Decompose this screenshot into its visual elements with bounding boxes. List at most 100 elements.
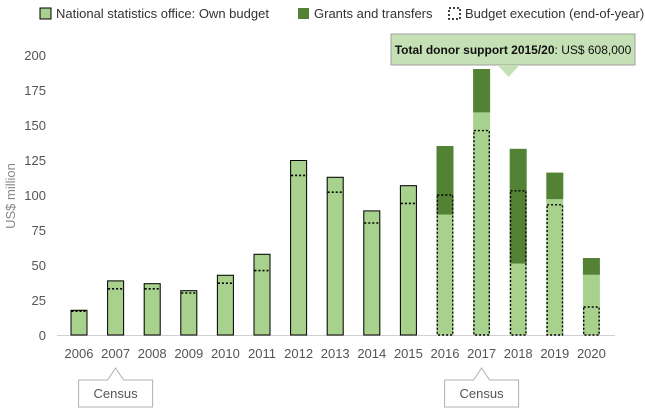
execution-outline [546, 204, 564, 336]
y-tick-label: 200 [24, 48, 46, 63]
census-marker-2017: Census [444, 367, 520, 408]
bar-grants [546, 172, 564, 200]
y-tick-label: 75 [32, 223, 46, 238]
bar-group-2011 [253, 253, 271, 336]
callout-box [390, 33, 636, 66]
census-label: Census [94, 386, 139, 401]
bar-grants [436, 146, 454, 215]
bar-group-2009 [180, 290, 198, 336]
bar-own-budget [399, 185, 417, 335]
x-axis: 2006 2007 2008 2009 2010 2011 2012 2013 2014 2015… [65, 346, 606, 361]
census-marker-2007: Census [78, 367, 154, 408]
bar-own-budget [473, 112, 491, 336]
bar-grants [582, 258, 600, 275]
legend-item-execution: Budget execution (end-of-year) [448, 6, 644, 21]
x-tick-label: 2013 [321, 346, 350, 361]
x-tick-label: 2019 [540, 346, 569, 361]
bar-outline [143, 283, 161, 336]
y-axis-label: US$ million [3, 163, 18, 229]
x-tick-label: 2015 [394, 346, 423, 361]
bar-group-2006 [70, 309, 88, 336]
x-tick-label: 2009 [174, 346, 203, 361]
x-tick-label: 2014 [357, 346, 386, 361]
bar-group-2020 [582, 258, 600, 336]
legend-label-own-budget: National statistics office: Own budget [56, 6, 269, 21]
bar-own-budget [436, 214, 454, 335]
bar-own-budget [290, 160, 308, 335]
bar-outline [107, 280, 125, 336]
bar-own-budget [143, 283, 161, 335]
y-tick-label: 125 [24, 153, 46, 168]
annotations: Total donor support 2015/20: US$ 608,000… [78, 33, 636, 408]
legend-label-execution: Budget execution (end-of-year) [465, 6, 644, 21]
y-tick-label: 175 [24, 83, 46, 98]
bars [70, 69, 600, 336]
bar-outline [363, 210, 381, 336]
legend-label-grants: Grants and transfers [314, 6, 433, 21]
x-tick-label: 2018 [504, 346, 533, 361]
execution-outline [583, 306, 600, 336]
bar-own-budget [180, 290, 198, 335]
x-tick-label: 2007 [101, 346, 130, 361]
bar-own-budget [253, 253, 271, 335]
legend-swatch-own-budget [39, 7, 52, 20]
bar-group-2019 [546, 172, 564, 336]
x-tick-label: 2012 [284, 346, 313, 361]
bar-group-2013 [326, 176, 344, 336]
bar-own-budget [107, 280, 125, 335]
execution-outline [473, 129, 490, 336]
legend-swatch-execution [448, 7, 461, 20]
bar-group-2016 [436, 146, 454, 336]
x-tick-label: 2017 [467, 346, 496, 361]
bar-own-budget [326, 176, 344, 335]
x-tick-label: 2020 [577, 346, 606, 361]
bar-outline [180, 290, 198, 336]
bar-group-2008 [143, 283, 161, 336]
donor-support-callout: Total donor support 2015/20: US$ 608,000 [390, 33, 636, 77]
legend-swatch-grants [298, 8, 309, 19]
callout-bold: Total donor support 2015/20 [395, 43, 555, 57]
census-box [444, 367, 520, 408]
bar-grants [473, 69, 491, 113]
bar-group-2012 [290, 160, 308, 336]
legend-item-grants: Grants and transfers [298, 6, 433, 21]
bar-group-2018 [509, 148, 527, 336]
census-box [78, 367, 154, 408]
bar-group-2010 [216, 274, 234, 336]
y-tick-label: 150 [24, 118, 46, 133]
bar-group-2007 [107, 280, 125, 336]
bar-own-budget [509, 263, 527, 335]
y-tick-label: 100 [24, 188, 46, 203]
bar-own-budget [363, 210, 381, 335]
bar-group-2014 [363, 210, 381, 336]
bar-outline [253, 253, 271, 336]
bar-own-budget [546, 199, 564, 335]
callout-rest: : US$ 608,000 [555, 43, 632, 57]
x-tick-label: 2008 [138, 346, 167, 361]
execution-outline [436, 194, 454, 336]
legend-item-own-budget: National statistics office: Own budget [39, 6, 269, 21]
callout-pointer [497, 65, 520, 77]
y-tick-label: 50 [32, 258, 46, 273]
census-label: Census [460, 386, 505, 401]
callout-text: Total donor support 2015/20: US$ 608,000 [395, 43, 632, 57]
bar-outline [70, 309, 88, 336]
bar-own-budget [216, 274, 234, 335]
bar-outline [399, 185, 417, 336]
bar-grants [509, 148, 527, 264]
x-tick-label: 2011 [248, 346, 276, 361]
bar-group-2015 [399, 185, 417, 336]
x-tick-label: 2006 [65, 346, 94, 361]
bar-group-2017 [473, 69, 491, 336]
y-tick-label: 25 [32, 293, 46, 308]
bar-outline [216, 274, 234, 336]
bar-own-budget [582, 274, 600, 335]
bar-outline [326, 176, 344, 336]
x-tick-label: 2010 [211, 346, 240, 361]
x-tick-label: 2016 [431, 346, 460, 361]
legend: National statistics office: Own budget G… [39, 6, 644, 21]
y-tick-label: 0 [39, 328, 46, 343]
bar-own-budget [70, 309, 88, 335]
bar-outline [290, 160, 308, 336]
